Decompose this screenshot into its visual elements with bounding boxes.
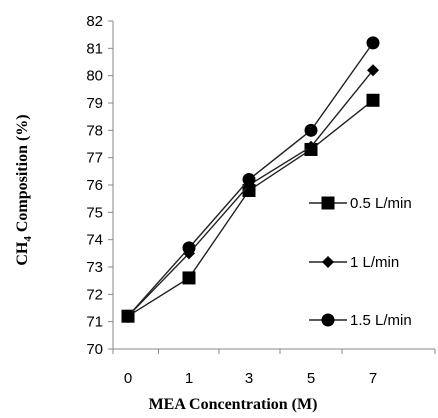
y-tick-label: 71 (86, 314, 103, 331)
y-tick-label: 79 (86, 95, 103, 112)
x-tick-label: 3 (245, 370, 253, 387)
data-point-square (182, 271, 196, 285)
y-tick-label: 78 (86, 122, 103, 139)
legend-marker-circle (321, 313, 335, 327)
y-tick-label: 77 (86, 150, 103, 167)
y-tick-label: 70 (86, 341, 103, 358)
legend-marker-diamond (322, 256, 334, 268)
data-point-circle (304, 123, 318, 137)
legend-item: 1.5 L/min (309, 312, 412, 329)
legend-marker-square (321, 196, 335, 210)
data-point-diamond (305, 140, 317, 153)
x-tick-label: 1 (185, 370, 193, 387)
x-tick-label: 0 (124, 370, 132, 387)
series-line (127, 99, 374, 317)
data-point-circle (182, 241, 196, 255)
data-point-circle (242, 173, 256, 187)
y-tick-label: 73 (86, 259, 103, 276)
data-point-square (366, 93, 380, 107)
legend: 0.5 L/min 1 L/min 1.5 L/min (309, 195, 412, 329)
y-axis-title: CH4 Composition (%) (14, 114, 34, 265)
y-tick-label: 75 (86, 204, 103, 221)
series-circle (121, 36, 380, 323)
data-point-circle (121, 309, 135, 323)
x-tick-label: 5 (307, 370, 315, 387)
series-square (121, 93, 380, 323)
x-axis-title: MEA Concentration (M) (149, 396, 318, 413)
axes: 70 71 72 73 74 75 76 77 78 79 80 81 82 0 1 3 5 7 (86, 13, 436, 387)
y-tick-label: 80 (86, 68, 103, 85)
legend-item: 1 L/min (309, 254, 399, 271)
y-tick-label: 74 (86, 232, 103, 249)
data-point-circle (366, 36, 380, 50)
legend-label: 1 L/min (350, 254, 399, 271)
series (121, 36, 380, 323)
y-tick-label: 81 (86, 40, 103, 57)
y-tick-label: 72 (86, 286, 103, 303)
legend-label: 1.5 L/min (350, 312, 412, 329)
y-tick-label: 76 (86, 177, 103, 194)
legend-label: 0.5 L/min (350, 195, 412, 212)
y-tick-label: 82 (86, 13, 103, 30)
data-point-diamond (367, 64, 379, 77)
x-tick-label: 7 (369, 370, 377, 387)
legend-item: 0.5 L/min (309, 195, 412, 212)
